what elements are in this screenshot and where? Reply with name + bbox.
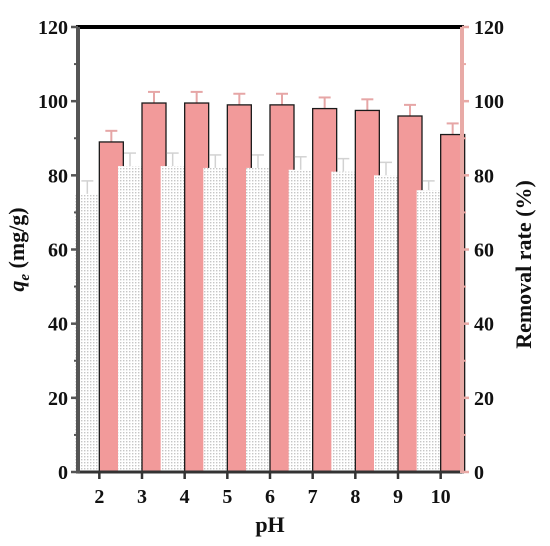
bar-qe-ph-8 (331, 171, 356, 472)
x-tick-label-8: 8 (350, 486, 360, 508)
bar-qe-ph-10 (416, 190, 441, 472)
right-tick-label-120: 120 (474, 17, 504, 39)
right-y-axis-label: Removal rate (%) (511, 180, 536, 349)
x-axis-label: pH (255, 512, 284, 537)
x-tick-label-6: 6 (265, 486, 275, 508)
left-y-label-unit: (mg/g) (4, 207, 29, 274)
right-tick-label-20: 20 (474, 388, 494, 410)
axes-layer: 0 0 20 20 40 40 60 60 80 80 100 100 120 120 2 3 4 5 6 7 8 9 10 (38, 17, 504, 508)
left-tick-label-20: 20 (48, 388, 68, 410)
right-tick-label-100: 100 (474, 91, 504, 113)
left-tick-label-40: 40 (48, 314, 68, 336)
x-tick-label-3: 3 (137, 486, 147, 508)
left-tick-label-80: 80 (48, 165, 68, 187)
left-tick-label-60: 60 (48, 240, 68, 262)
left-y-label-symbol: q (4, 281, 29, 292)
bar-qe-ph-6 (246, 167, 270, 472)
x-tick-label-2: 2 (94, 486, 104, 508)
left-y-label-subscript: e (17, 274, 33, 281)
x-tick-label-10: 10 (431, 486, 451, 508)
left-tick-label-0: 0 (58, 462, 68, 484)
bar-qe-ph-9 (374, 175, 398, 473)
right-tick-label-40: 40 (474, 314, 494, 336)
x-tick-label-5: 5 (222, 486, 232, 508)
bar-qe-ph-3 (118, 166, 142, 472)
x-tick-label-9: 9 (393, 486, 403, 508)
left-tick-label-120: 120 (38, 17, 68, 39)
bars-layer (75, 90, 466, 473)
x-tick-label-4: 4 (180, 486, 190, 508)
right-tick-label-80: 80 (474, 165, 494, 187)
right-tick-label-60: 60 (474, 240, 494, 262)
bar-qe-ph-4 (160, 166, 185, 472)
left-tick-label-100: 100 (38, 91, 68, 113)
left-y-axis-label: qe (mg/g) (4, 207, 33, 291)
right-tick-label-0: 0 (474, 462, 484, 484)
x-tick-label-7: 7 (308, 486, 318, 508)
bar-qe-ph-5 (203, 167, 228, 472)
bar-qe-ph-7 (288, 169, 313, 473)
